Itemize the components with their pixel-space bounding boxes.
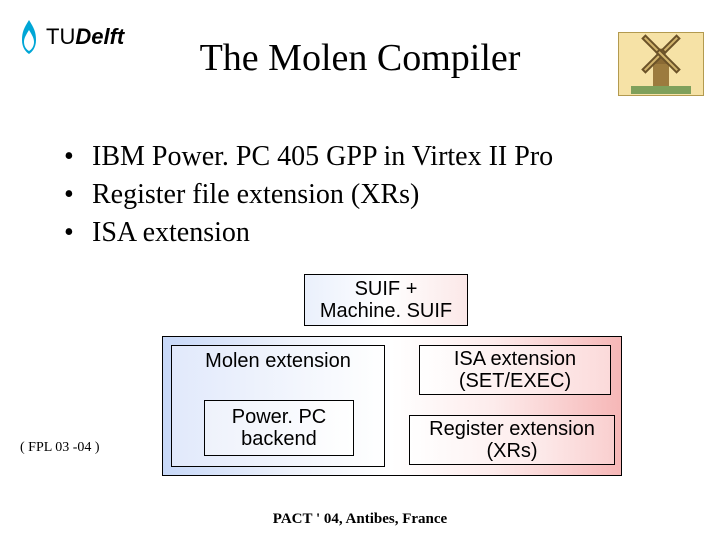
suif-line1: SUIF + [355, 278, 418, 300]
reg-line1: Register extension [429, 418, 595, 440]
bullet-item: ISA extension [64, 214, 684, 252]
reg-label: Register extension (XRs) [429, 418, 595, 462]
suif-line2: Machine. SUIF [320, 300, 452, 322]
powerpc-line2: backend [241, 428, 317, 450]
powerpc-line1: Power. PC [232, 406, 326, 428]
suif-box: SUIF + Machine. SUIF [304, 274, 468, 326]
compiler-diagram: Molen extension Power. PC backend ISA ex… [162, 336, 622, 476]
bullet-item: IBM Power. PC 405 GPP in Virtex II Pro [64, 138, 684, 176]
register-extension-box: Register extension (XRs) [409, 415, 615, 465]
bullet-list: IBM Power. PC 405 GPP in Virtex II Pro R… [64, 138, 684, 251]
footer-text: PACT ' 04, Antibes, France [0, 511, 720, 528]
reg-line2: (XRs) [486, 440, 537, 462]
isa-line1: ISA extension [454, 348, 576, 370]
isa-extension-box: ISA extension (SET/EXEC) [419, 345, 611, 395]
isa-label: ISA extension (SET/EXEC) [454, 348, 576, 392]
isa-line2: (SET/EXEC) [459, 370, 571, 392]
suif-label: SUIF + Machine. SUIF [320, 278, 452, 322]
bullet-item: Register file extension (XRs) [64, 176, 684, 214]
molen-extension-box: Molen extension Power. PC backend [171, 345, 385, 467]
molen-ext-label: Molen extension [172, 350, 384, 372]
powerpc-label: Power. PC backend [232, 406, 326, 450]
slide-title: The Molen Compiler [0, 36, 720, 80]
fpl-note: ( FPL 03 -04 ) [20, 440, 100, 456]
powerpc-backend-box: Power. PC backend [204, 400, 354, 456]
